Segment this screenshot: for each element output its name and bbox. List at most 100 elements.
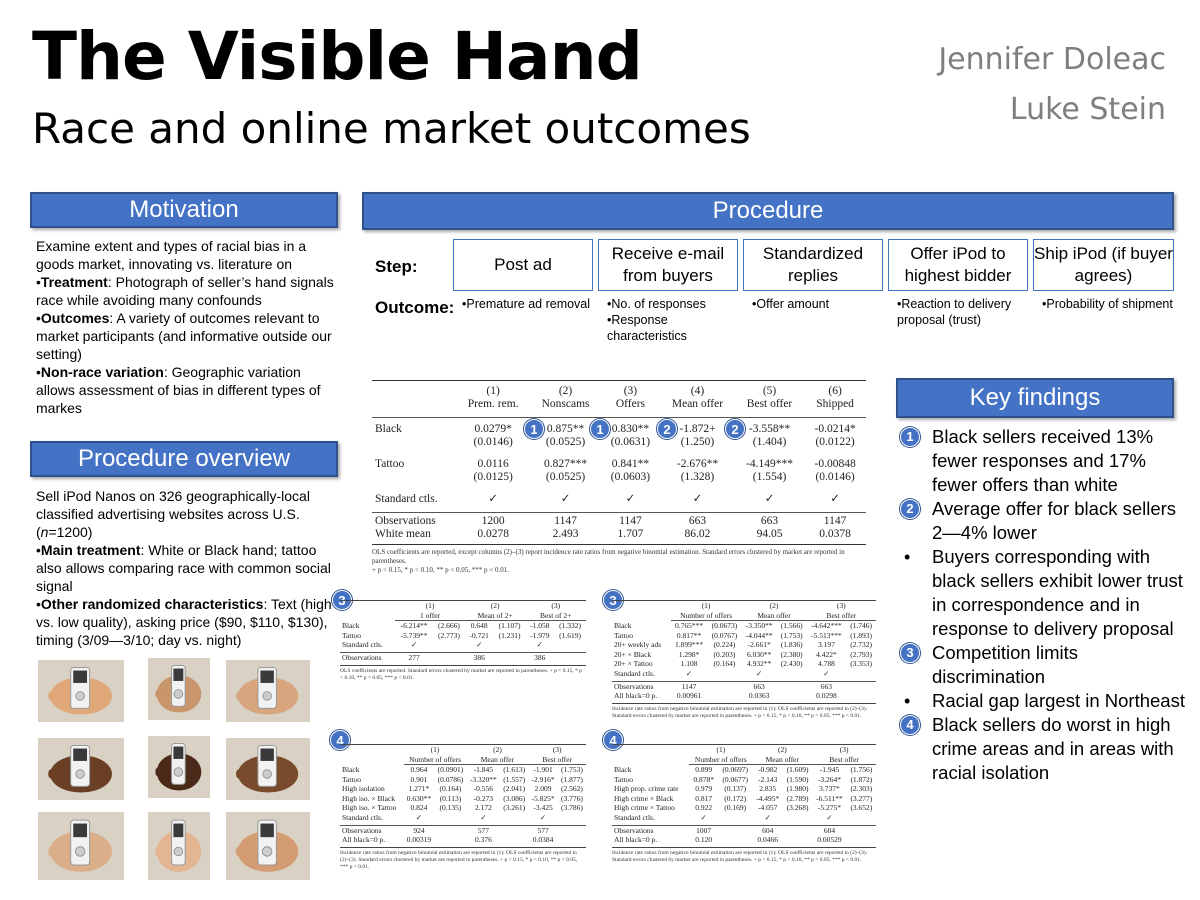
col-num: (1) — [430, 745, 440, 754]
table-cell: -0.556 — [473, 784, 494, 793]
table-cell: 2.835 — [759, 784, 777, 793]
table-cell: 4.788 — [817, 659, 835, 668]
table-rule — [612, 744, 876, 745]
table-cell: 663 — [820, 681, 833, 691]
blank-cell — [340, 745, 404, 755]
table-cell: (1.877) — [560, 774, 583, 784]
table-cell: (1.566) — [780, 621, 803, 630]
mini-table: (1) (2) (3) Number of offers Mean offer Best … — [612, 745, 876, 845]
table-cell: 3.737* — [819, 784, 840, 793]
table-cell: 0.824 — [410, 803, 428, 812]
finding-2-badge: 2 — [900, 499, 920, 519]
outcome-item: •Offer amount — [752, 297, 830, 311]
table-cell: (1.836) — [780, 640, 803, 649]
finding-1-badge: 1 — [900, 427, 920, 447]
col-num: (3) — [836, 601, 846, 610]
row-label: Standard ctls. — [614, 668, 655, 678]
table-cell: -3.320** — [469, 774, 497, 784]
row-label: High crime × Black — [614, 793, 674, 803]
table-cell: 0.899 — [695, 765, 713, 774]
table-cell: ✓ — [826, 812, 833, 822]
table-cell: (2.732) — [850, 640, 873, 649]
table-rule — [340, 846, 586, 848]
table-cell — [433, 640, 465, 650]
table-row: High crime × Black 0.817 (0.172) -4.495* (2.… — [612, 794, 876, 804]
separator-cell — [612, 678, 876, 682]
step-outcomes: •No. of responses •Response characteristi… — [607, 296, 737, 344]
table-cell — [847, 825, 876, 835]
table-row: Standard ctls. ✓ ✓ ✓ — [612, 669, 876, 679]
table-cell: -3.425 — [533, 803, 553, 812]
table-rule — [612, 702, 876, 704]
table-cell: -3.558** — [748, 423, 791, 435]
table-cell: 0.0298 — [816, 691, 837, 700]
col-name: Offers — [615, 398, 646, 410]
table-cell: -4.149*** — [746, 458, 794, 470]
step-name: Ship iPod (if buyer agrees) — [1034, 244, 1173, 285]
table-cell: 1.899*** — [675, 640, 704, 649]
table-cell: (0.0146) — [815, 471, 855, 483]
table-cell — [846, 681, 876, 691]
table-row: Tattoo 0.0116 0.827*** 0.841** -2.676** -4.1… — [372, 458, 866, 471]
table-cell — [708, 669, 742, 679]
item-term: Non-race variation — [40, 364, 164, 380]
table-cell: 4.932** — [746, 659, 772, 668]
table-cell: (0.0673) — [711, 621, 738, 630]
table-cell: (1.107) — [498, 621, 521, 630]
table-cell: 0.875** — [546, 423, 585, 435]
table-cell: 1.108 — [680, 659, 698, 668]
row-label: High isolation — [342, 784, 385, 793]
table-cell: 0.0278 — [477, 528, 509, 540]
table-cell: ✓ — [539, 812, 547, 822]
table-note: OLS coefficients are reported. Standard … — [340, 667, 582, 681]
table-cell: 0.0363 — [748, 691, 770, 700]
hand-photo — [38, 812, 124, 880]
row-label: Standard ctls. — [614, 812, 655, 822]
finding-text: Racial gap largest in Northeast — [932, 690, 1185, 711]
table-cell: (1.619) — [559, 630, 582, 640]
table-cell: (2.562) — [560, 784, 583, 793]
col-num: (3) — [623, 385, 638, 397]
table-cell: 1147 — [619, 515, 642, 527]
table-row: Tattoo 0.901 (0.0786) -3.320** (1.557) -2.916… — [340, 775, 586, 785]
table-cell: -1.872+ — [679, 423, 716, 435]
author-1: Jennifer Doleac — [938, 42, 1166, 77]
table-cell: (0.0767) — [711, 630, 738, 640]
table-row: Observations 1200 1147 1147 663 663 1147 — [372, 515, 866, 528]
hand-photo — [148, 736, 210, 798]
table-rule — [340, 664, 586, 666]
table-row: Observations 1147 663 663 — [612, 681, 876, 691]
separator-cell — [340, 822, 586, 826]
table-cell: 1147 — [681, 681, 697, 691]
table-row: (0.0146) (0.0525) (0.0631) (1.250) (1.404) (0… — [372, 436, 866, 449]
table-row: Black 0.899 (0.0697) -0.982 (1.609) -1.945 (1.… — [612, 765, 876, 775]
table-cell: (1.872) — [850, 774, 873, 784]
table-row: Standard ctls. ✓ ✓ ✓ — [340, 813, 586, 823]
step-outcomes: •Probability of shipment — [1042, 296, 1173, 312]
finding-item: 3 Competition limits discrimination — [896, 641, 1186, 689]
hand-photo — [226, 812, 310, 880]
table-cell: (2.041) — [503, 784, 526, 793]
item-text: : Photograph of seller’s hand signals ra… — [36, 274, 334, 308]
row-label: Black — [342, 764, 360, 774]
motivation-intro: Examine extent and types of racial bias … — [36, 238, 307, 272]
outcome-item: •Reaction to delivery proposal (trust) — [897, 297, 1012, 327]
hand-photo — [226, 738, 310, 800]
table-cell — [554, 653, 586, 663]
col-name: Mean of 2+ — [464, 610, 526, 621]
table-cell: 577 — [537, 825, 549, 835]
table-row: Black 0.765*** (0.0673) -3.350** (1.566) -4.6… — [612, 621, 876, 631]
table-row: Observations 277 386 386 — [340, 653, 586, 663]
table-cell: (3.277) — [850, 793, 873, 803]
table-cell: (3.652) — [850, 803, 873, 812]
table-row: All black=0 p. 0.00961 0.0363 0.0298 — [612, 691, 876, 701]
col-num: (2) — [558, 385, 573, 397]
table-cell — [846, 669, 876, 679]
table-cell — [783, 835, 812, 845]
table-cell: -2.661* — [747, 640, 771, 649]
item-term: Main treatment — [40, 542, 141, 558]
outcome-item: •Premature ad removal — [462, 297, 591, 311]
procedure-overview-heading: Procedure overview — [30, 441, 338, 477]
mini-table: (1) (2) (3) 1 offer Mean of 2+ Best of 2+ Blac… — [340, 601, 586, 663]
bullet-marker: • — [904, 691, 911, 711]
